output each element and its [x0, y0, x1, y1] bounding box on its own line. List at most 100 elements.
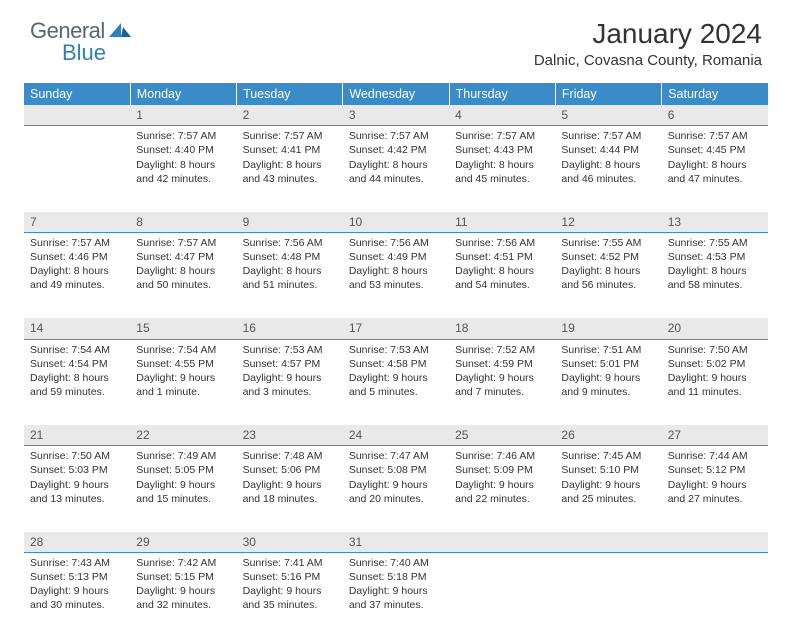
day-content-row: Sunrise: 7:43 AMSunset: 5:13 PMDaylight:… [24, 552, 768, 638]
daylight-line-2: and 15 minutes. [136, 492, 230, 506]
sunset-line: Sunset: 5:05 PM [136, 463, 230, 477]
day-number-cell: 7 [24, 212, 130, 233]
daylight-line-1: Daylight: 8 hours [561, 264, 655, 278]
sunrise-line: Sunrise: 7:54 AM [30, 343, 124, 357]
day-cell-content: Sunrise: 7:55 AMSunset: 4:53 PMDaylight:… [662, 233, 768, 299]
daylight-line-1: Daylight: 9 hours [349, 478, 443, 492]
sunset-line: Sunset: 4:46 PM [30, 250, 124, 264]
daylight-line-1: Daylight: 9 hours [455, 371, 549, 385]
daylight-line-2: and 42 minutes. [136, 172, 230, 186]
sunrise-line: Sunrise: 7:44 AM [668, 449, 762, 463]
day-number-cell: 20 [662, 318, 768, 339]
sunset-line: Sunset: 4:44 PM [561, 143, 655, 157]
day-cell: Sunrise: 7:52 AMSunset: 4:59 PMDaylight:… [449, 339, 555, 425]
day-cell-content: Sunrise: 7:57 AMSunset: 4:42 PMDaylight:… [343, 126, 449, 192]
day-number-cell: 19 [555, 318, 661, 339]
day-number-cell: 11 [449, 212, 555, 233]
day-cell: Sunrise: 7:57 AMSunset: 4:45 PMDaylight:… [662, 126, 768, 212]
day-cell: Sunrise: 7:56 AMSunset: 4:48 PMDaylight:… [237, 232, 343, 318]
daylight-line-1: Daylight: 8 hours [349, 264, 443, 278]
day-number-cell: 23 [237, 425, 343, 446]
sunrise-line: Sunrise: 7:55 AM [668, 236, 762, 250]
brand-triangle-icon [109, 21, 131, 42]
day-number-cell: 10 [343, 212, 449, 233]
daylight-line-2: and 35 minutes. [243, 598, 337, 612]
daylight-line-1: Daylight: 9 hours [136, 584, 230, 598]
daylight-line-1: Daylight: 9 hours [30, 584, 124, 598]
day-number-cell: 30 [237, 532, 343, 553]
day-cell-content: Sunrise: 7:57 AMSunset: 4:46 PMDaylight:… [24, 233, 130, 299]
daylight-line-2: and 51 minutes. [243, 278, 337, 292]
day-cell: Sunrise: 7:57 AMSunset: 4:44 PMDaylight:… [555, 126, 661, 212]
day-number-cell [449, 532, 555, 553]
weekday-header: Thursday [449, 83, 555, 105]
daylight-line-2: and 50 minutes. [136, 278, 230, 292]
sunrise-line: Sunrise: 7:53 AM [243, 343, 337, 357]
day-cell-content: Sunrise: 7:49 AMSunset: 5:05 PMDaylight:… [130, 446, 236, 512]
sunset-line: Sunset: 5:13 PM [30, 570, 124, 584]
sunrise-line: Sunrise: 7:57 AM [136, 129, 230, 143]
daylight-line-1: Daylight: 9 hours [243, 371, 337, 385]
day-content-row: Sunrise: 7:54 AMSunset: 4:54 PMDaylight:… [24, 339, 768, 425]
daylight-line-1: Daylight: 8 hours [349, 158, 443, 172]
sunset-line: Sunset: 5:09 PM [455, 463, 549, 477]
month-title: January 2024 [534, 18, 762, 50]
daylight-line-2: and 25 minutes. [561, 492, 655, 506]
day-cell-content: Sunrise: 7:56 AMSunset: 4:49 PMDaylight:… [343, 233, 449, 299]
sunrise-line: Sunrise: 7:56 AM [243, 236, 337, 250]
day-number-cell: 29 [130, 532, 236, 553]
sunset-line: Sunset: 4:59 PM [455, 357, 549, 371]
sunrise-line: Sunrise: 7:50 AM [668, 343, 762, 357]
daylight-line-1: Daylight: 8 hours [30, 371, 124, 385]
weekday-header: Friday [555, 83, 661, 105]
day-cell: Sunrise: 7:54 AMSunset: 4:54 PMDaylight:… [24, 339, 130, 425]
day-cell: Sunrise: 7:46 AMSunset: 5:09 PMDaylight:… [449, 446, 555, 532]
sunrise-line: Sunrise: 7:40 AM [349, 556, 443, 570]
day-cell: Sunrise: 7:55 AMSunset: 4:53 PMDaylight:… [662, 232, 768, 318]
day-cell [662, 552, 768, 638]
day-cell: Sunrise: 7:51 AMSunset: 5:01 PMDaylight:… [555, 339, 661, 425]
day-cell: Sunrise: 7:56 AMSunset: 4:49 PMDaylight:… [343, 232, 449, 318]
daylight-line-1: Daylight: 8 hours [455, 264, 549, 278]
daylight-line-2: and 47 minutes. [668, 172, 762, 186]
day-number-cell: 8 [130, 212, 236, 233]
sunset-line: Sunset: 5:03 PM [30, 463, 124, 477]
daylight-line-2: and 11 minutes. [668, 385, 762, 399]
daylight-line-2: and 9 minutes. [561, 385, 655, 399]
day-cell: Sunrise: 7:57 AMSunset: 4:47 PMDaylight:… [130, 232, 236, 318]
daylight-line-2: and 22 minutes. [455, 492, 549, 506]
calendar-table: Sunday Monday Tuesday Wednesday Thursday… [24, 83, 768, 638]
brand-part2: Blue [62, 40, 106, 66]
day-number-cell: 25 [449, 425, 555, 446]
sunrise-line: Sunrise: 7:46 AM [455, 449, 549, 463]
day-number-cell: 16 [237, 318, 343, 339]
daylight-line-1: Daylight: 8 hours [668, 158, 762, 172]
day-cell: Sunrise: 7:50 AMSunset: 5:02 PMDaylight:… [662, 339, 768, 425]
daylight-line-1: Daylight: 8 hours [455, 158, 549, 172]
daylight-line-1: Daylight: 8 hours [243, 264, 337, 278]
day-cell-content: Sunrise: 7:43 AMSunset: 5:13 PMDaylight:… [24, 553, 130, 619]
sunset-line: Sunset: 4:45 PM [668, 143, 762, 157]
day-cell: Sunrise: 7:55 AMSunset: 4:52 PMDaylight:… [555, 232, 661, 318]
daylight-line-2: and 54 minutes. [455, 278, 549, 292]
sunset-line: Sunset: 4:55 PM [136, 357, 230, 371]
day-cell: Sunrise: 7:40 AMSunset: 5:18 PMDaylight:… [343, 552, 449, 638]
daylight-line-2: and 59 minutes. [30, 385, 124, 399]
day-number-cell: 13 [662, 212, 768, 233]
day-cell: Sunrise: 7:57 AMSunset: 4:42 PMDaylight:… [343, 126, 449, 212]
day-content-row: Sunrise: 7:57 AMSunset: 4:40 PMDaylight:… [24, 126, 768, 212]
day-number-cell: 18 [449, 318, 555, 339]
daylight-line-2: and 3 minutes. [243, 385, 337, 399]
day-cell-content: Sunrise: 7:41 AMSunset: 5:16 PMDaylight:… [237, 553, 343, 619]
daylight-line-1: Daylight: 8 hours [561, 158, 655, 172]
daylight-line-1: Daylight: 9 hours [668, 478, 762, 492]
day-cell-content: Sunrise: 7:56 AMSunset: 4:51 PMDaylight:… [449, 233, 555, 299]
day-number-cell: 1 [130, 105, 236, 126]
day-number-row: 123456 [24, 105, 768, 126]
day-number-row: 21222324252627 [24, 425, 768, 446]
daylight-line-2: and 18 minutes. [243, 492, 337, 506]
sunrise-line: Sunrise: 7:47 AM [349, 449, 443, 463]
daylight-line-1: Daylight: 9 hours [455, 478, 549, 492]
day-cell-content: Sunrise: 7:53 AMSunset: 4:57 PMDaylight:… [237, 340, 343, 406]
day-cell-content: Sunrise: 7:50 AMSunset: 5:03 PMDaylight:… [24, 446, 130, 512]
